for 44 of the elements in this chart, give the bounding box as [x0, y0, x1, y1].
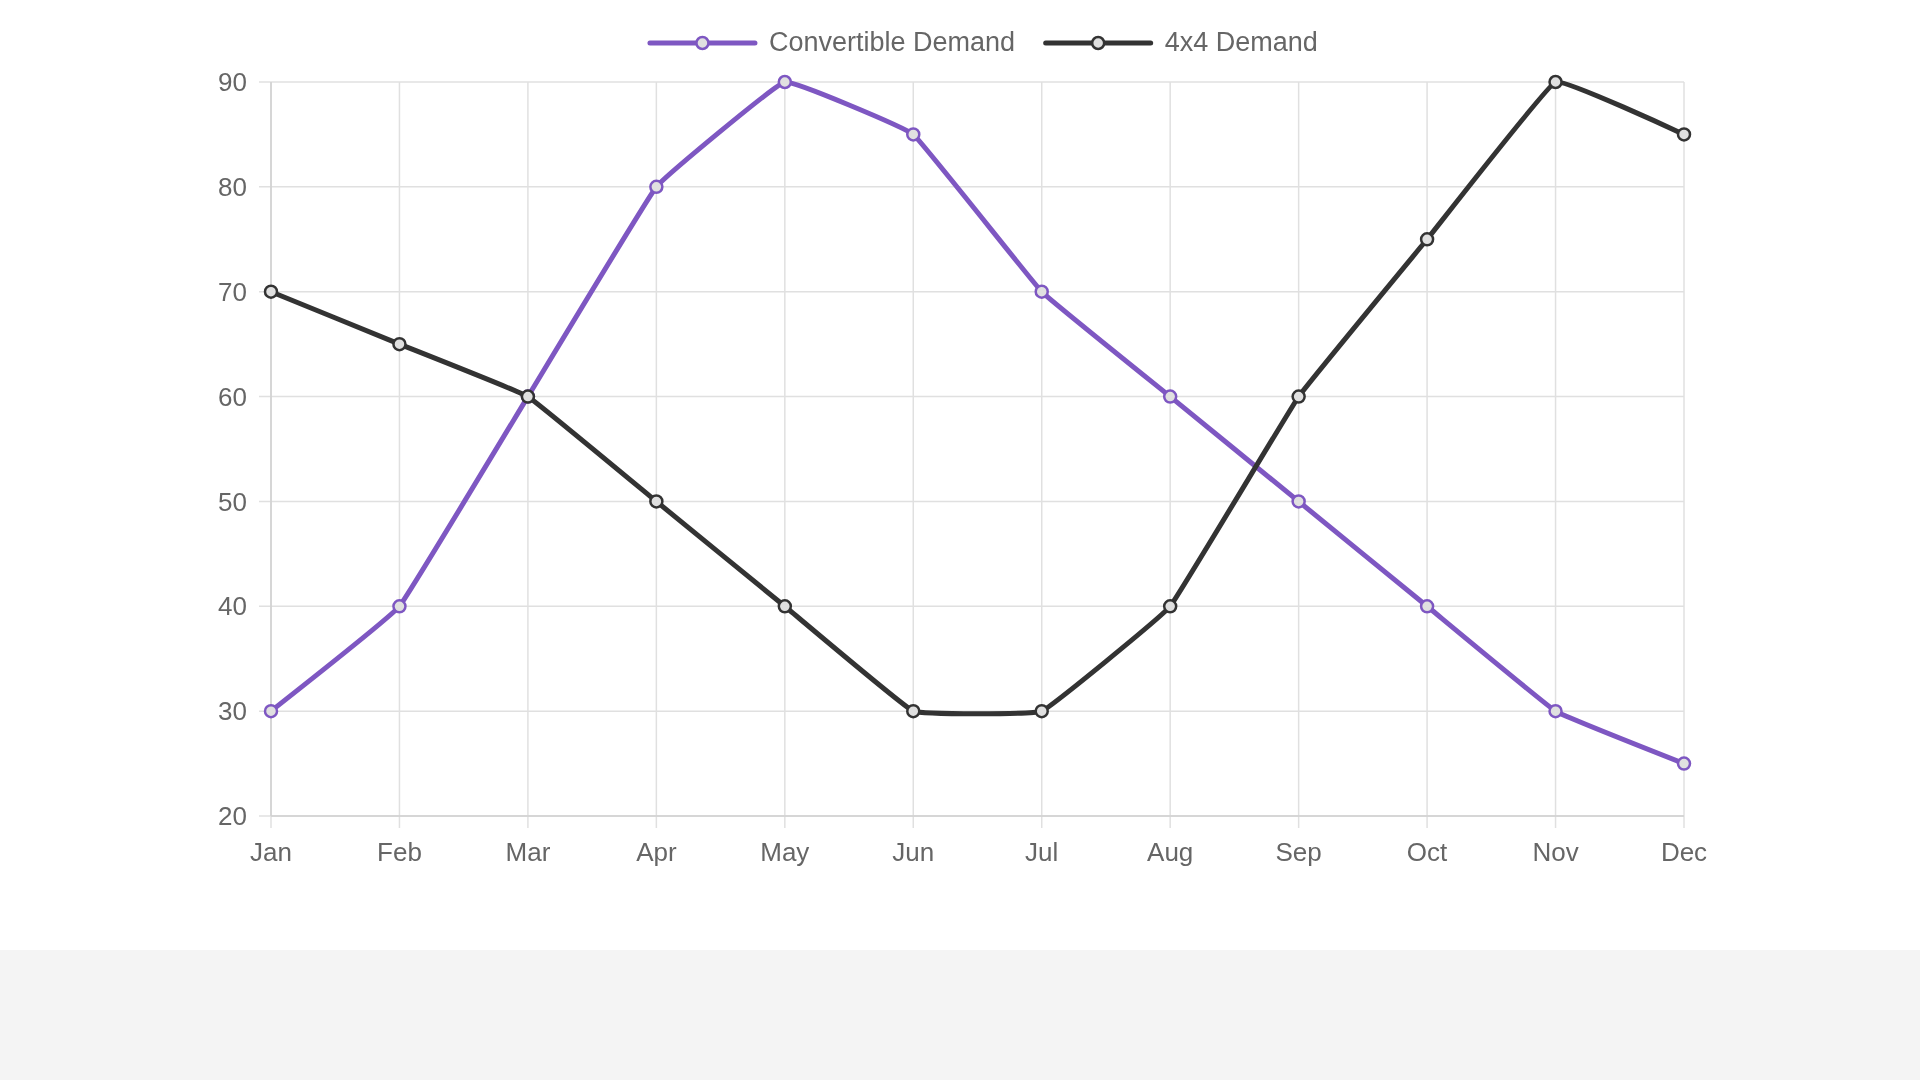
point — [263, 703, 279, 719]
point — [1162, 389, 1178, 404]
y-tick-label: 60 — [218, 381, 247, 412]
point — [1291, 389, 1306, 404]
x-tick-label: Apr — [636, 837, 677, 867]
y-tick-label: 50 — [218, 486, 247, 517]
y-tick-label: 20 — [218, 801, 247, 832]
y-tick-label: 80 — [218, 171, 247, 202]
x-tick-label: May — [760, 837, 810, 867]
x-tick-label: Jul — [1025, 837, 1059, 867]
point — [777, 599, 793, 614]
point — [777, 74, 793, 90]
point — [1548, 74, 1563, 90]
point — [1162, 599, 1178, 614]
x-tick-label: Mar — [505, 837, 551, 867]
legend-label: 4x4 Demand — [1164, 27, 1318, 58]
point — [392, 599, 407, 614]
point — [906, 703, 921, 719]
x-tick-label: Sep — [1275, 837, 1322, 867]
y-tick-label: 40 — [218, 591, 247, 622]
point — [1676, 756, 1692, 771]
point — [1034, 703, 1049, 719]
x-tick-label: Jun — [892, 837, 935, 867]
x-tick-label: Jan — [250, 837, 292, 867]
x-tick-label: Nov — [1532, 837, 1579, 867]
point — [1419, 599, 1435, 614]
y-tick-label: 90 — [218, 67, 247, 98]
x-tick-label: Oct — [1406, 837, 1449, 867]
point — [263, 284, 279, 299]
y-tick-label: 70 — [218, 276, 247, 307]
point — [649, 179, 664, 195]
point — [1291, 494, 1306, 509]
point — [1548, 703, 1563, 719]
y-tick-label: 30 — [218, 696, 247, 727]
point — [392, 336, 407, 352]
x-tick-label: Aug — [1147, 837, 1194, 867]
point — [906, 127, 921, 142]
x-tick-label: Feb — [377, 837, 422, 867]
point — [1419, 232, 1435, 247]
point — [1034, 284, 1049, 299]
point — [649, 494, 664, 509]
point — [1676, 127, 1692, 142]
legend-label: Convertible Demand — [768, 27, 1016, 58]
x-tick-label: Dec — [1660, 837, 1708, 867]
